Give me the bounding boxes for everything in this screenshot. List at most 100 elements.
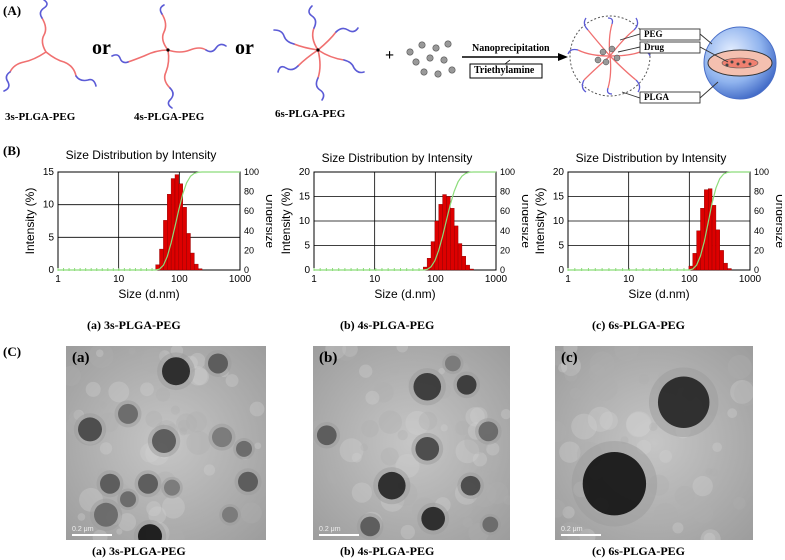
nanoparticle-sphere xyxy=(703,26,777,100)
y-tick-label: 15 xyxy=(43,167,55,178)
tem-texture xyxy=(438,367,445,375)
tem-texture xyxy=(592,375,618,401)
tem-image-a: (a) 0.2 μm xyxy=(66,346,266,540)
drug-molecules xyxy=(406,40,456,78)
nanoparticle xyxy=(222,506,238,523)
histogram-bar xyxy=(711,205,717,271)
plot-frame xyxy=(57,171,241,271)
legend-plga: PLGA xyxy=(644,92,670,102)
nanoparticle xyxy=(212,427,232,448)
chart-title: Size Distribution by Intensity xyxy=(321,151,473,165)
tem-texture xyxy=(351,452,362,463)
tem-texture xyxy=(185,411,207,433)
nanoparticle xyxy=(78,417,102,442)
legend-drug: Drug xyxy=(644,42,664,52)
histogram-bar xyxy=(453,225,459,271)
y2-tick-label: 100 xyxy=(500,167,515,177)
tem-texture xyxy=(638,374,650,385)
tem-texture xyxy=(558,363,568,373)
tem-texture xyxy=(411,358,418,366)
histogram-bar xyxy=(457,243,463,271)
tem-caption-b: (b) 4s-PLGA-PEG xyxy=(340,544,435,558)
tem-texture xyxy=(380,447,399,466)
tem-texture xyxy=(405,410,430,436)
x-axis-label: Size (d.nm) xyxy=(628,287,689,301)
tem-texture xyxy=(674,485,695,507)
y-axis-label: Intensity (%) xyxy=(279,188,293,255)
tem-label: (a) xyxy=(72,350,90,366)
histogram-bar xyxy=(434,220,439,271)
tem-texture xyxy=(397,430,408,441)
histogram-bar xyxy=(727,268,732,271)
y-tick-label: 0 xyxy=(48,265,54,276)
dls-chart-b: Size Distribution by Intensity 1 10 100 100… xyxy=(266,148,528,334)
tem-texture xyxy=(342,346,358,357)
y2-tick-label: 60 xyxy=(244,206,254,216)
tem-texture xyxy=(390,365,400,375)
tem-texture xyxy=(653,502,678,528)
tem-texture xyxy=(191,368,209,386)
tem-texture xyxy=(569,387,582,400)
tem-texture xyxy=(99,442,113,455)
tem-micrograph xyxy=(66,346,266,540)
tem-texture xyxy=(709,468,718,477)
histogram-bar xyxy=(723,262,728,271)
nanoparticle xyxy=(460,475,481,496)
tem-texture xyxy=(560,355,581,376)
histogram-bar xyxy=(719,250,724,271)
tem-texture xyxy=(351,482,373,503)
y-tick-label: 20 xyxy=(553,167,565,178)
y2-tick-label: 80 xyxy=(754,187,764,197)
tem-texture xyxy=(254,442,262,450)
tem-texture xyxy=(614,346,639,362)
nanoparticle xyxy=(208,353,228,374)
tem-texture xyxy=(370,370,380,380)
or-text-2: or xyxy=(235,37,254,59)
tem-texture xyxy=(396,346,409,353)
tem-texture xyxy=(373,382,394,403)
nanoparticle xyxy=(316,425,337,446)
tem-texture xyxy=(145,410,163,428)
scale-bar: 0.2 μm xyxy=(319,526,359,536)
legend-peg: PEG xyxy=(644,29,663,39)
tem-texture xyxy=(359,364,373,378)
tem-texture xyxy=(148,506,167,525)
tem-texture xyxy=(477,449,501,472)
y-tick-label: 10 xyxy=(299,216,311,227)
cumulative-curve xyxy=(314,171,496,271)
y-tick-label: 15 xyxy=(553,192,565,203)
tem-texture xyxy=(327,467,344,484)
nanoparticle xyxy=(138,524,162,540)
y2-tick-label: 100 xyxy=(244,167,259,177)
tem-texture xyxy=(146,501,162,517)
y2-tick-label: 20 xyxy=(244,245,254,255)
y2-tick-label: 100 xyxy=(754,167,769,177)
y-tick-label: 5 xyxy=(48,232,54,243)
nanoparticle xyxy=(415,437,440,461)
process-label: Nanoprecipitation xyxy=(472,43,550,54)
tem-texture xyxy=(564,368,578,382)
tem-texture xyxy=(486,481,509,505)
tem-texture xyxy=(555,350,566,366)
y-tick-label: 0 xyxy=(304,265,310,276)
nanoparticle xyxy=(478,421,499,442)
x-tick-label: 1000 xyxy=(229,274,252,285)
chart-caption-c: (c) 6s-PLGA-PEG xyxy=(592,318,685,332)
nanoparticle xyxy=(444,355,461,372)
tem-texture xyxy=(555,421,567,443)
tem-texture xyxy=(186,430,211,455)
tem-texture xyxy=(672,522,684,534)
histogram-bar xyxy=(190,252,195,271)
tem-texture xyxy=(353,377,364,388)
tem-texture xyxy=(692,475,713,497)
tem-texture xyxy=(361,420,379,438)
tem-texture xyxy=(170,405,180,415)
x-tick-label: 1000 xyxy=(485,274,508,285)
x-tick-label: 1 xyxy=(311,274,317,285)
cumulative-curve xyxy=(58,171,240,271)
y2-tick-label: 60 xyxy=(754,206,764,216)
histogram-bar xyxy=(461,256,466,271)
reaction-arrow xyxy=(462,53,568,79)
